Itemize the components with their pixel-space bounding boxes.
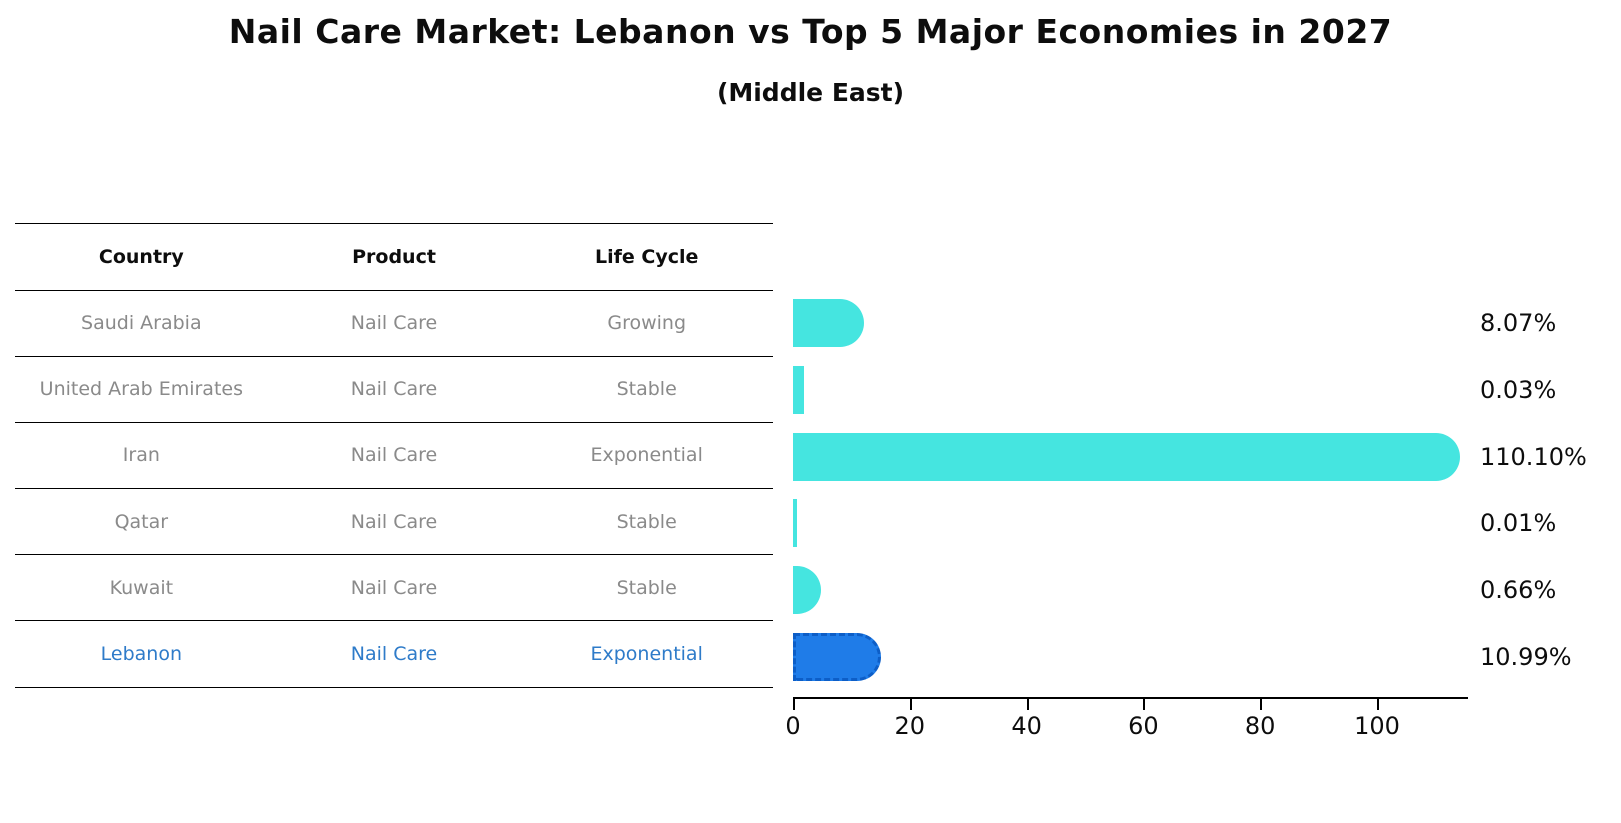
- value-label: 8.07%: [1480, 309, 1557, 338]
- bar-row: [793, 623, 1493, 690]
- x-tick-label: 60: [1128, 712, 1159, 740]
- cell-country: United Arab Emirates: [39, 378, 243, 401]
- cell-life-cycle: Stable: [616, 378, 677, 401]
- value-label: 110.10%: [1480, 442, 1587, 471]
- cell-country: Iran: [122, 444, 160, 467]
- value-label-column: 8.07% 0.03% 110.10% 0.01% 0.66% 10.99%: [1480, 290, 1587, 690]
- cell-country: Qatar: [114, 510, 169, 533]
- x-tick-label: 80: [1244, 712, 1276, 740]
- column-header-country: Country: [98, 245, 184, 268]
- x-tick-label: 40: [1011, 712, 1042, 740]
- bar-row: [793, 490, 1493, 557]
- chart-subtitle: (Middle East): [716, 78, 905, 107]
- x-tick-mark: [909, 699, 912, 710]
- cell-product: Nail Care: [350, 510, 438, 533]
- cell-product: Nail Care: [350, 444, 438, 467]
- cell-country: Lebanon: [100, 643, 183, 666]
- value-label: 0.01%: [1480, 509, 1557, 538]
- x-tick-mark: [1026, 699, 1029, 710]
- cell-product: Nail Care: [350, 643, 438, 666]
- x-axis-line: [793, 697, 1468, 699]
- column-header-product: Product: [352, 245, 436, 268]
- bar-row: [793, 357, 1493, 424]
- cell-life-cycle: Exponential: [590, 643, 703, 666]
- cell-life-cycle: Exponential: [590, 444, 703, 467]
- bar-iran: [793, 432, 1460, 481]
- cell-product: Nail Care: [350, 576, 438, 599]
- x-tick-mark: [793, 699, 795, 710]
- bar-lebanon-highlighted: [793, 632, 882, 681]
- cell-product: Nail Care: [350, 378, 438, 401]
- cell-life-cycle: Stable: [616, 576, 677, 599]
- x-tick-label: 20: [894, 712, 926, 740]
- x-tick-label: 100: [1354, 712, 1400, 740]
- value-label: 0.66%: [1480, 576, 1557, 605]
- x-tick-mark: [1260, 699, 1263, 710]
- cell-country: Saudi Arabia: [81, 312, 202, 335]
- cell-life-cycle: Growing: [607, 312, 687, 335]
- x-tick-mark: [1143, 699, 1146, 710]
- x-tick-mark: [1377, 699, 1379, 710]
- bar-qatar: [793, 499, 797, 548]
- value-label: 0.03%: [1480, 376, 1557, 405]
- cell-country: Kuwait: [109, 576, 174, 599]
- value-label: 10.99%: [1480, 642, 1572, 671]
- bar-kuwait: [793, 566, 821, 615]
- bar-row: [793, 557, 1493, 624]
- table-row: Saudi Arabia Nail Care Growing: [15, 291, 773, 357]
- table-row-lebanon-highlighted: Lebanon Nail Care Exponential: [15, 621, 773, 688]
- table-row: Kuwait Nail Care Stable: [15, 555, 773, 622]
- table-row: Qatar Nail Care Stable: [15, 489, 773, 556]
- chart-title: Nail Care Market: Lebanon vs Top 5 Major…: [228, 12, 1393, 51]
- bar-chart-area: [793, 290, 1493, 690]
- table-row: Iran Nail Care Exponential: [15, 423, 773, 490]
- bar-united-arab-emirates: [793, 366, 804, 415]
- x-tick-label: 0: [785, 712, 801, 740]
- table-header-row: Country Product Life Cycle: [15, 223, 773, 291]
- column-header-life-cycle: Life Cycle: [594, 245, 699, 268]
- cell-product: Nail Care: [350, 312, 438, 335]
- country-table: Country Product Life Cycle Saudi Arabia …: [15, 223, 773, 688]
- bar-row: [793, 423, 1493, 490]
- table-row: United Arab Emirates Nail Care Stable: [15, 357, 773, 423]
- cell-life-cycle: Stable: [616, 510, 677, 533]
- bar-row: [793, 290, 1493, 357]
- bar-saudi-arabia: [793, 299, 865, 348]
